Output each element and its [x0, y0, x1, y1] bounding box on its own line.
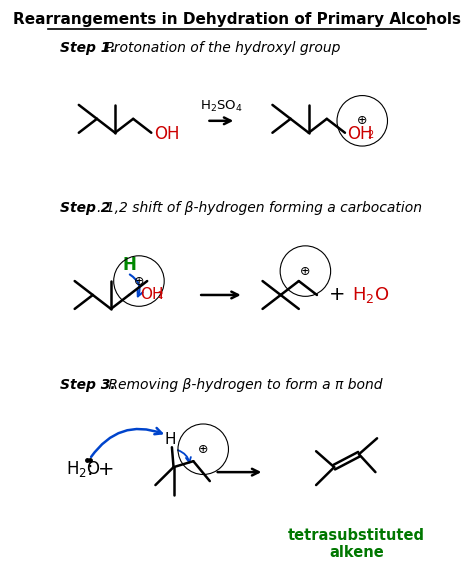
Text: +: +	[98, 459, 114, 478]
Text: $_2$: $_2$	[367, 127, 374, 141]
Text: H: H	[164, 432, 176, 447]
Text: H$_2$SO$_4$: H$_2$SO$_4$	[200, 99, 243, 114]
FancyArrowPatch shape	[91, 428, 162, 457]
Text: tetrasubstituted
alkene: tetrasubstituted alkene	[288, 528, 425, 560]
Text: OH: OH	[141, 288, 164, 303]
Text: Removing β-hydrogen to form a π bond: Removing β-hydrogen to form a π bond	[103, 378, 382, 392]
Text: Rearrangements in Dehydration of Primary Alcohols: Rearrangements in Dehydration of Primary…	[13, 12, 461, 27]
FancyArrowPatch shape	[178, 450, 191, 462]
Text: Step 2: Step 2	[60, 201, 110, 215]
Text: Step 1.: Step 1.	[60, 41, 116, 55]
Text: Protonation of the hydroxyl group: Protonation of the hydroxyl group	[101, 41, 340, 55]
Text: Step 3.: Step 3.	[60, 378, 116, 392]
Text: . 1,2 shift of β-hydrogen forming a carbocation: . 1,2 shift of β-hydrogen forming a carb…	[97, 201, 422, 215]
Text: H$_2$O: H$_2$O	[352, 285, 389, 305]
Text: +: +	[328, 285, 345, 305]
Text: $_2$: $_2$	[157, 288, 164, 302]
Text: OH: OH	[347, 125, 373, 143]
Text: ⊕: ⊕	[134, 274, 144, 288]
Text: ⊕: ⊕	[198, 443, 209, 456]
Text: ⊕: ⊕	[300, 264, 310, 278]
FancyArrowPatch shape	[130, 274, 143, 296]
Text: H: H	[122, 256, 136, 274]
Text: H$_2$O: H$_2$O	[66, 459, 101, 479]
Text: ⊕: ⊕	[357, 114, 367, 128]
Text: :: :	[86, 459, 93, 478]
Text: OH: OH	[154, 125, 179, 143]
